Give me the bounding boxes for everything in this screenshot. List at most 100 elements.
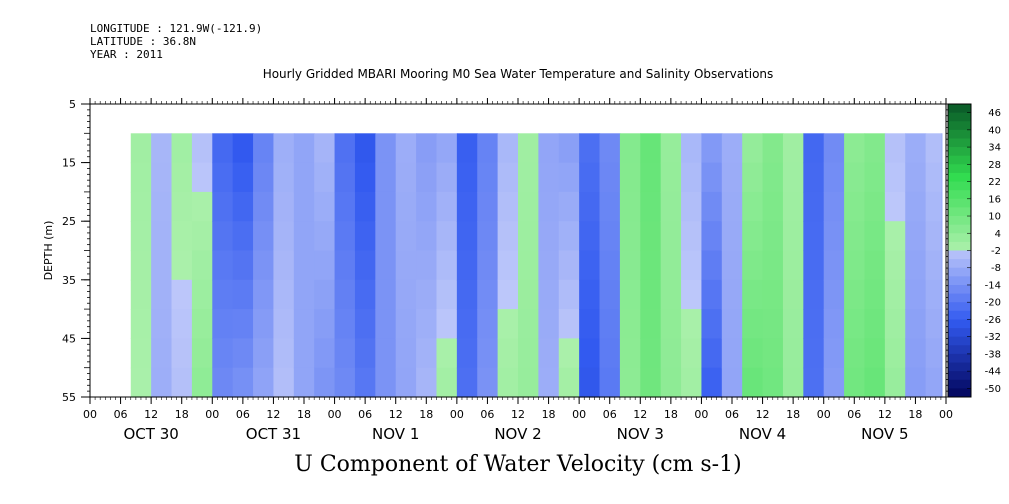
heatmap-cell — [293, 279, 315, 310]
heatmap-cell — [375, 133, 397, 164]
heatmap-cell — [191, 367, 213, 398]
heatmap-cell — [884, 309, 906, 339]
colorbar-segment — [948, 241, 971, 251]
heatmap-cell — [191, 133, 213, 164]
heatmap-cell — [721, 250, 743, 281]
colorbar-segment — [948, 207, 971, 217]
colorbar-segment — [948, 319, 971, 329]
heatmap-cell — [660, 221, 682, 252]
heatmap-cell — [884, 133, 906, 164]
heatmap-cell — [375, 367, 397, 398]
heatmap-cell — [354, 279, 376, 310]
x-tick-label: 12 — [511, 408, 525, 421]
heatmap-cell — [497, 367, 519, 398]
heatmap-cell — [314, 162, 336, 193]
colorbar-segment — [948, 284, 971, 294]
colorbar-segment — [948, 267, 971, 277]
heatmap-cell — [681, 338, 703, 369]
heatmap-cell — [171, 279, 193, 310]
heatmap-cell — [477, 250, 499, 281]
colorbar-segment — [948, 121, 971, 131]
heatmap-cell — [558, 338, 580, 369]
heatmap-cell — [579, 338, 601, 369]
heatmap-cell — [456, 162, 478, 193]
heatmap-cell — [599, 250, 621, 281]
x-tick-label: 18 — [542, 408, 556, 421]
heatmap-cell — [884, 221, 906, 252]
heatmap-cell — [660, 367, 682, 398]
heatmap-cell — [456, 221, 478, 252]
heatmap-cell — [782, 162, 804, 193]
heatmap-cell — [701, 309, 723, 339]
heatmap-cell — [660, 162, 682, 193]
heatmap-cell — [456, 279, 478, 310]
heatmap-cell — [640, 279, 662, 310]
heatmap-cell — [518, 250, 539, 281]
heatmap-cell — [619, 338, 641, 369]
colorbar-segment — [948, 233, 971, 243]
heatmap-cell — [395, 191, 417, 222]
heatmap-cell — [579, 367, 601, 398]
heatmap-cell — [130, 191, 152, 222]
heatmap-cell — [436, 279, 458, 310]
colorbar-segment — [948, 310, 971, 320]
heatmap-cell — [884, 279, 906, 310]
heatmap-cell — [416, 133, 438, 164]
colorbar-frame — [947, 103, 972, 398]
heatmap-cell — [375, 162, 397, 193]
heatmap-cell — [232, 191, 254, 222]
heatmap-cell — [171, 367, 193, 398]
colorbar-segment — [948, 181, 971, 191]
heatmap-cell — [375, 221, 397, 252]
heatmap-cell — [619, 162, 641, 193]
heatmap-cell — [844, 250, 866, 281]
y-tick-label: 35 — [62, 274, 76, 287]
x-tick-label: 06 — [480, 408, 494, 421]
colorbar-segment — [948, 388, 971, 398]
heatmap-cell — [456, 367, 478, 398]
heatmap-cell — [354, 221, 376, 252]
colorbar-label: -14 — [985, 280, 1001, 291]
heatmap-cell — [864, 338, 886, 369]
colorbar-label: 34 — [988, 143, 1001, 154]
x-day-label: OCT 30 — [123, 425, 178, 443]
heatmap-cell — [171, 250, 193, 281]
heatmap-cell — [681, 367, 703, 398]
heatmap-cell — [782, 279, 804, 310]
heatmap-cell — [619, 221, 641, 252]
heatmap-cell — [940, 191, 943, 222]
heatmap-cell — [925, 367, 942, 398]
heatmap-cell — [742, 250, 764, 281]
year-label: YEAR : 2011 — [90, 48, 163, 61]
heatmap-cell — [293, 133, 315, 164]
heatmap-cell — [905, 191, 927, 222]
heatmap-cell — [762, 191, 784, 222]
heatmap-cell — [762, 250, 784, 281]
heatmap-cell — [497, 279, 519, 310]
x-tick-label: 18 — [297, 408, 311, 421]
heatmap-cell — [518, 367, 539, 398]
heatmap-cell — [212, 250, 234, 281]
heatmap-cell — [940, 133, 943, 164]
heatmap-cell — [538, 338, 560, 369]
colorbar-label: 16 — [988, 194, 1001, 205]
heatmap-cell — [171, 133, 193, 164]
heatmap-cell — [354, 250, 376, 281]
heatmap-cell — [253, 309, 275, 339]
x-tick-label: 12 — [756, 408, 770, 421]
heatmap-cell — [905, 338, 927, 369]
colorbar-segment — [948, 336, 971, 346]
heatmap-cell — [456, 133, 478, 164]
heatmap-cell — [456, 250, 478, 281]
longitude-label: LONGITUDE : 121.9W(-121.9) — [90, 22, 263, 35]
colorbar-segment — [948, 362, 971, 372]
heatmap-cell — [579, 191, 601, 222]
heatmap-cell — [395, 221, 417, 252]
colorbar-label: 28 — [988, 160, 1001, 171]
heatmap-cell — [314, 338, 336, 369]
heatmap-cell — [925, 338, 942, 369]
heatmap-cell — [864, 191, 886, 222]
heatmap-cell — [864, 279, 886, 310]
heatmap-cell — [293, 162, 315, 193]
